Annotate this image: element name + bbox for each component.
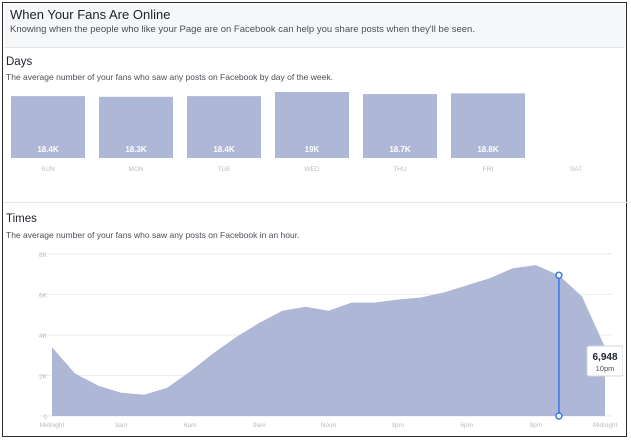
y-tick-label: 2K	[39, 374, 48, 381]
day-bar-value: 19K	[305, 145, 320, 154]
day-bar-value: 18.8K	[477, 145, 499, 154]
y-tick-label: 0	[43, 414, 47, 421]
days-title: Days	[6, 56, 33, 68]
y-tick-label: 6K	[39, 293, 48, 300]
x-tick-label: 9am	[253, 422, 266, 429]
day-label: TUE	[218, 166, 232, 173]
day-bar-value: 18.7K	[389, 145, 411, 154]
x-tick-label: Noon	[321, 422, 337, 429]
x-tick-label: 3pm	[391, 422, 404, 429]
day-label: FRI	[483, 166, 494, 173]
day-label: SAT	[570, 166, 582, 173]
x-tick-label: 3am	[115, 422, 128, 429]
y-tick-label: 4K	[39, 333, 48, 340]
tooltip-box	[586, 345, 623, 377]
x-tick-label: Midnight	[40, 422, 65, 429]
x-tick-label: 6am	[184, 422, 197, 429]
times-description: The average number of your fans who saw …	[6, 230, 300, 240]
tooltip-label: 10pm	[596, 364, 615, 373]
day-bar-value: 18.4K	[37, 145, 59, 154]
day-bar-fri	[451, 93, 525, 158]
day-label: THU	[393, 166, 407, 173]
day-label: SUN	[41, 166, 55, 173]
days-bar-chart: 18.4K SUN 18.3K MON 18.4K TUE 19K WED 18.7K THU 18…	[11, 92, 582, 173]
highlight-point-top	[555, 271, 563, 280]
panel-header: When Your Fans Are Online Knowing when t…	[4, 4, 625, 48]
day-bar-sun	[11, 96, 85, 158]
day-label: WED	[304, 166, 319, 173]
x-tick-label: 9pm	[530, 422, 543, 429]
day-bar-value: 18.4K	[213, 145, 235, 154]
section-divider	[3, 202, 627, 203]
day-bar-wed	[275, 92, 349, 158]
page-subtitle: Knowing when the people who like your Pa…	[10, 24, 475, 35]
x-tick-label: 6pm	[460, 422, 473, 429]
tooltip-value: 6,948	[592, 352, 617, 363]
day-bar-thu	[363, 94, 437, 158]
highlight-point-bottom	[555, 412, 563, 420]
area-series	[52, 265, 605, 416]
days-description: The average number of your fans who saw …	[6, 72, 333, 82]
times-area-chart: 0 2K 4K 6K 8K Midnight 3am 6am 9am Noon 3pm 6pm 9pm M…	[38, 252, 623, 429]
y-tick-label: 8K	[39, 252, 48, 259]
x-tick-label: Midnight	[593, 422, 618, 429]
day-bar-mon	[99, 96, 173, 158]
day-label: MON	[128, 166, 143, 173]
times-title: Times	[6, 213, 37, 225]
day-bar-tue	[187, 96, 261, 158]
day-bar-value: 18.3K	[125, 145, 147, 154]
page-title: When Your Fans Are Online	[10, 7, 171, 22]
